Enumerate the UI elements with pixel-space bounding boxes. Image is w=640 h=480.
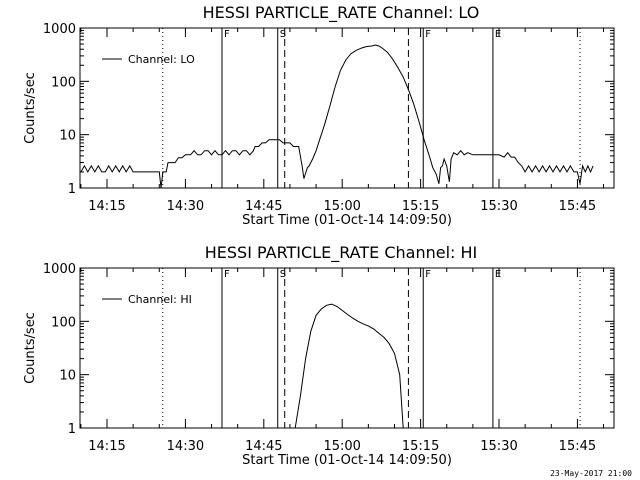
legend-label: Channel: HI [128, 293, 192, 306]
x-tick-label: 15:15 [402, 199, 439, 214]
marker-label: E [495, 269, 501, 280]
x-tick-label: 14:15 [88, 439, 125, 454]
marker-label: F [425, 29, 431, 40]
x-tick-label: 15:45 [559, 439, 596, 454]
x-tick-label: 15:30 [480, 439, 517, 454]
marker-label: F [224, 29, 230, 40]
marker-label: S [280, 269, 286, 280]
plot-frame [79, 27, 615, 189]
x-tick-label: 14:30 [167, 439, 204, 454]
x-tick-label: 15:30 [480, 199, 517, 214]
chart-title: HESSI PARTICLE_RATE Channel: LO [203, 3, 480, 23]
y-tick-label: 1 [68, 422, 76, 437]
y-axis-label: Counts/sec [23, 312, 38, 384]
marker-label: S [280, 29, 286, 40]
x-tick-label: 15:15 [402, 439, 439, 454]
x-axis-label: Start Time (01-Oct-14 14:09:50) [242, 213, 452, 228]
marker-label: E [495, 29, 501, 40]
x-tick-label: 15:00 [323, 199, 360, 214]
y-tick-label: 100 [51, 75, 76, 90]
y-tick-label: 1000 [43, 22, 76, 37]
x-tick-label: 14:45 [245, 199, 282, 214]
marker-label: F [224, 269, 230, 280]
y-axis-label: Counts/sec [23, 72, 38, 144]
x-tick-label: 14:15 [88, 199, 125, 214]
plot-frame [79, 267, 615, 429]
chart-panel-1: HESSI PARTICLE_RATE Channel: LO 1 10 100 100… [23, 3, 615, 228]
x-axis-label: Start Time (01-Oct-14 14:09:50) [242, 453, 452, 468]
y-tick-label: 100 [51, 315, 76, 330]
series-line [294, 303, 404, 428]
chart-title: HESSI PARTICLE_RATE Channel: HI [205, 243, 478, 263]
footer-timestamp: 23-May-2017 21:00 [550, 469, 632, 478]
y-tick-label: 1000 [43, 262, 76, 277]
y-tick-label: 10 [59, 369, 76, 384]
series-line [80, 44, 594, 188]
x-tick-label: 15:45 [559, 199, 596, 214]
x-tick-label: 14:30 [167, 199, 204, 214]
chart-panel-2: HESSI PARTICLE_RATE Channel: HI 1 10 100 100… [23, 243, 615, 468]
x-tick-label: 15:00 [323, 439, 360, 454]
y-tick-label: 10 [59, 129, 76, 144]
legend-label: Channel: LO [128, 53, 195, 66]
y-tick-label: 1 [68, 182, 76, 197]
marker-label: F [425, 269, 431, 280]
x-tick-label: 14:45 [245, 439, 282, 454]
